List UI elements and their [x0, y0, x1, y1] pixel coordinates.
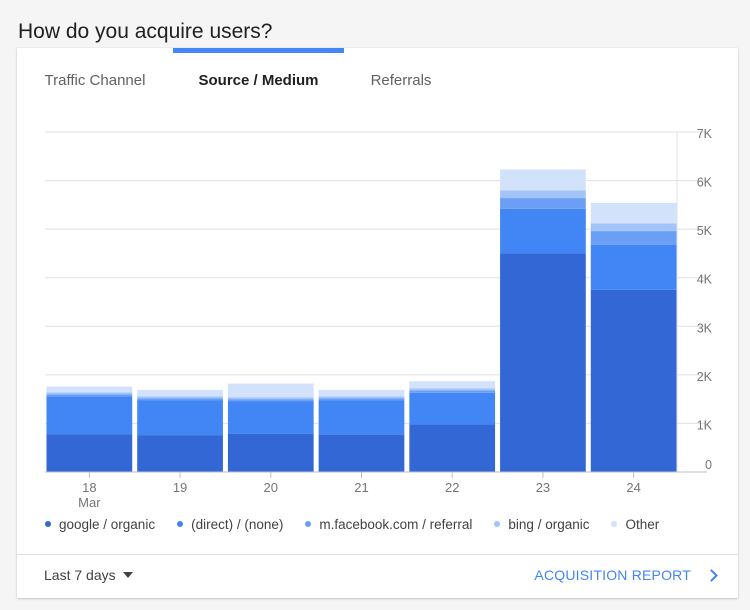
bar-segment	[46, 394, 133, 397]
date-range-dropdown[interactable]: Last 7 days	[44, 567, 133, 583]
legend-label: google / organic	[59, 516, 156, 532]
legend-label: (direct) / (none)	[191, 516, 284, 532]
y-tick-label: 7K	[697, 127, 713, 141]
bar-segment	[318, 398, 405, 401]
tab-referrals[interactable]: Referrals	[370, 72, 432, 89]
legend-item: Other	[611, 517, 659, 532]
bar-segment	[409, 392, 496, 425]
bar-segment	[137, 396, 223, 399]
legend-item: (direct) / (none)	[177, 517, 283, 532]
legend-dot-icon	[611, 521, 618, 527]
tab-source-medium[interactable]: Source / Medium	[173, 48, 344, 108]
legend-label: m.facebook.com / referral	[319, 516, 473, 532]
y-tick-label: 4K	[697, 273, 713, 287]
bar-segment	[409, 381, 496, 389]
card-footer: Last 7 days ACQUISITION REPORT	[17, 554, 738, 598]
bar-segment	[137, 389, 223, 397]
legend-dot-icon	[494, 521, 501, 527]
bar-segment	[137, 435, 223, 472]
x-tick-label: 20	[264, 480, 278, 495]
bar-segment	[137, 398, 223, 401]
y-tick-label: 6K	[697, 176, 713, 190]
tab-bar: Traffic Channel Source / Medium Referral…	[17, 48, 738, 108]
y-tick-label: 5K	[697, 224, 713, 238]
x-tick-label: 18	[82, 480, 96, 495]
bar-segment	[318, 396, 405, 399]
bar-segment	[590, 231, 677, 245]
x-tick-label: 21	[354, 480, 368, 495]
bar-segment	[500, 208, 586, 254]
x-tick-label: 23	[536, 480, 550, 495]
page-title: How do you acquire users?	[18, 20, 273, 44]
x-tick-sublabel: Mar	[78, 495, 101, 508]
acquisition-report-label: ACQUISITION REPORT	[534, 567, 691, 583]
tab-traffic-channel[interactable]: Traffic Channel	[44, 72, 146, 89]
bar-segment	[227, 397, 314, 400]
y-tick-label: 0	[705, 458, 712, 472]
bar-segment	[409, 388, 496, 391]
legend-item: google / organic	[45, 517, 155, 532]
bar-segment	[227, 401, 314, 434]
acquisition-report-link[interactable]: ACQUISITION REPORT	[534, 567, 718, 583]
bar-segment	[500, 253, 586, 472]
bar-segment	[590, 289, 677, 472]
bar-segment	[590, 244, 677, 290]
bar-segment	[46, 396, 133, 435]
bar-segment	[46, 386, 133, 393]
bar-segment	[227, 399, 314, 402]
y-tick-label: 3K	[697, 321, 713, 335]
y-tick-label: 1K	[697, 418, 713, 432]
x-tick-label: 19	[173, 480, 187, 495]
legend-label: bing / organic	[508, 516, 590, 532]
legend-item: bing / organic	[494, 517, 589, 532]
legend-label: Other	[625, 516, 660, 532]
bar-segment	[500, 198, 586, 209]
legend-dot-icon	[45, 521, 51, 527]
chevron-right-icon	[705, 568, 718, 582]
legend-dot-icon	[305, 521, 312, 527]
bar-segment	[318, 434, 405, 472]
bar-segment	[137, 400, 223, 436]
chart-legend: google / organic (direct) / (none) m.faceb…	[45, 514, 681, 534]
x-tick-label: 24	[626, 480, 640, 495]
bar-segment	[318, 400, 405, 435]
bar-segment	[46, 434, 133, 472]
bar-segment	[227, 433, 314, 472]
acquisition-card: Traffic Channel Source / Medium Referral…	[17, 48, 738, 598]
bar-segment	[500, 190, 586, 199]
bar-segment	[590, 202, 677, 224]
date-range-label: Last 7 days	[44, 567, 116, 583]
bar-segment	[318, 389, 405, 397]
legend-dot-icon	[177, 521, 184, 527]
caret-down-icon	[122, 572, 133, 578]
bar-segment	[409, 390, 496, 393]
bar-segment	[590, 223, 677, 232]
bar-segment	[227, 383, 314, 398]
legend-item: m.facebook.com / referral	[305, 517, 472, 532]
bar-segment	[46, 392, 133, 395]
y-tick-label: 2K	[697, 370, 713, 384]
x-tick-label: 22	[445, 480, 459, 495]
bar-segment	[500, 169, 586, 191]
bar-segment	[409, 424, 496, 472]
